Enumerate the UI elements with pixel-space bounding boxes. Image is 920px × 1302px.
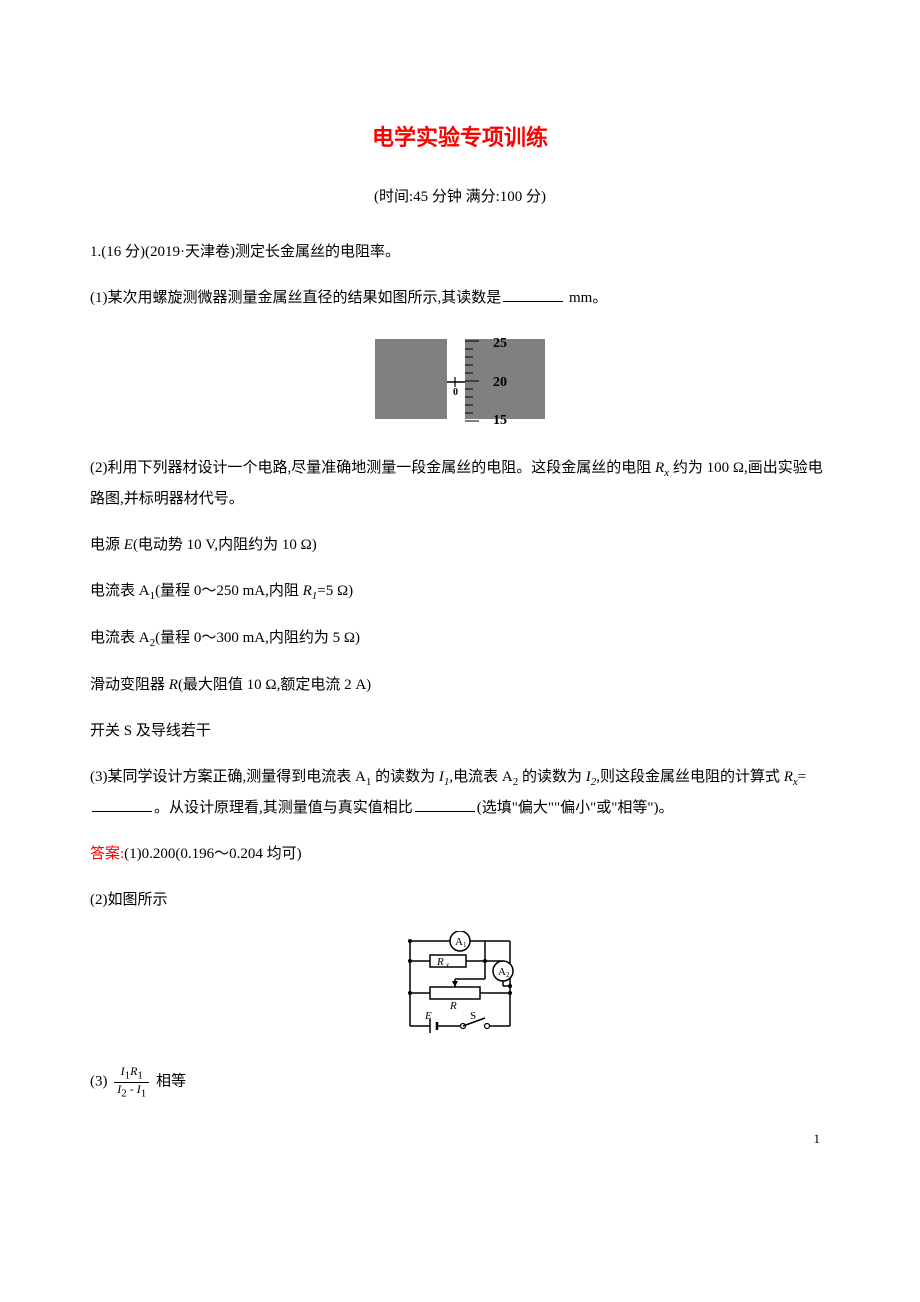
q1-part2: (2)利用下列器材设计一个电路,尽量准确地测量一段金属丝的电阻。这段金属丝的电阻… — [90, 453, 830, 514]
micrometer-body-left — [375, 339, 447, 419]
frac-den-minus: - — [127, 1082, 137, 1096]
answer-2: (2)如图所示 — [90, 885, 830, 915]
r-label: R — [449, 1000, 457, 1012]
a1-sub: 1 — [463, 941, 467, 949]
s-label: S — [470, 1010, 476, 1022]
item-a2-label: 电流表 A — [90, 630, 150, 646]
q1-1-text-b: mm。 — [565, 290, 607, 306]
e-label: E — [424, 1010, 432, 1022]
q1-3-g: (选填"偏大""偏小"或"相等")。 — [477, 800, 674, 816]
item-e-label: 电源 — [90, 537, 124, 553]
answer-label: 答案: — [90, 846, 124, 862]
answer-1-text: (1)0.200(0.196～0.204 均可) — [124, 846, 301, 862]
a2-label: A — [498, 966, 506, 978]
answer-1: 答案:(1)0.200(0.196～0.204 均可) — [90, 839, 830, 869]
blank-reading — [503, 286, 563, 302]
circuit-svg: A 1 R x A 2 — [395, 931, 525, 1041]
item-a2-rest: (量程 0～300 mA,内阻约为 5 Ω) — [155, 630, 360, 646]
a2-sub: 2 — [506, 971, 510, 979]
thimble-label-20: 20 — [493, 375, 507, 390]
blank-compare — [415, 796, 475, 812]
item-a2: 电流表 A2(量程 0～300 mA,内阻约为 5 Ω) — [90, 623, 830, 654]
item-a1: 电流表 A1(量程 0～250 mA,内阻 R1=5 Ω) — [90, 576, 830, 607]
micrometer-figure: 0 25 20 15 — [90, 329, 830, 437]
blank-formula — [92, 796, 152, 812]
q1-3-a: (3)某同学设计方案正确,测量得到电流表 A — [90, 769, 366, 785]
item-r: 滑动变阻器 R(最大阻值 10 Ω,额定电流 2 A) — [90, 670, 830, 700]
a1-label: A — [455, 936, 463, 948]
frac-den-i1s: 1 — [141, 1087, 147, 1099]
item-e-rest: (电动势 10 V,内阻约为 10 Ω) — [133, 537, 317, 553]
q1-2-a: (2)利用下列器材设计一个电路,尽量准确地测量一段金属丝的电阻。这段金属丝的电阻 — [90, 460, 655, 476]
page-title: 电学实验专项训练 — [90, 120, 830, 155]
subtitle: (时间:45 分钟 满分:100 分) — [90, 185, 830, 209]
q1-3-eq: = — [798, 769, 806, 785]
q1-intro: 1.(16 分)(2019·天津卷)测定长金属丝的电阻率。 — [90, 237, 830, 267]
answer-3: (3) I1R1 I2 - I1 相等 — [90, 1065, 830, 1099]
item-r-sym: R — [169, 677, 178, 693]
ans3-b: 相等 — [156, 1074, 186, 1090]
rx-sym: R — [655, 460, 664, 476]
item-a1-label: 电流表 A — [90, 583, 150, 599]
q1-3-rx: R — [784, 769, 793, 785]
thimble-label-15: 15 — [493, 413, 507, 428]
q1-part3: (3)某同学设计方案正确,测量得到电流表 A1 的读数为 I1,电流表 A2 的… — [90, 762, 830, 823]
micrometer-svg: 0 25 20 15 — [375, 329, 545, 429]
item-a1-rest: (量程 0～250 mA,内阻 — [155, 583, 303, 599]
q1-3-d: 的读数为 — [518, 769, 586, 785]
thimble-label-25: 25 — [493, 336, 507, 351]
circuit-figure: A 1 R x A 2 — [90, 931, 830, 1049]
rheostat — [430, 987, 480, 999]
main-tick-label: 0 — [453, 387, 458, 398]
item-r-rest: (最大阻值 10 Ω,额定电流 2 A) — [178, 677, 371, 693]
q1-1-text-a: (1)某次用螺旋测微器测量金属丝直径的结果如图所示,其读数是 — [90, 290, 501, 306]
fraction: I1R1 I2 - I1 — [114, 1065, 149, 1099]
item-e-sym: E — [124, 537, 133, 553]
item-a1-r: R — [303, 583, 312, 599]
item-a1-tail: =5 Ω) — [317, 583, 353, 599]
item-s: 开关 S 及导线若干 — [90, 716, 830, 746]
page-number: 1 — [90, 1129, 830, 1150]
q1-3-f: 。从设计原理看,其测量值与真实值相比 — [154, 800, 413, 816]
frac-den: I2 - I1 — [114, 1083, 149, 1099]
item-r-label: 滑动变阻器 — [90, 677, 169, 693]
ans3-a: (3) — [90, 1074, 108, 1090]
rx-label: R — [436, 956, 444, 968]
q1-3-c: ,电流表 A — [449, 769, 512, 785]
q1-part1: (1)某次用螺旋测微器测量金属丝直径的结果如图所示,其读数是 mm。 — [90, 283, 830, 313]
item-e: 电源 E(电动势 10 V,内阻约为 10 Ω) — [90, 530, 830, 560]
frac-num-rs: 1 — [137, 1070, 143, 1082]
q1-3-b: 的读数为 — [371, 769, 439, 785]
frac-num: I1R1 — [114, 1065, 149, 1082]
q1-3-e: ,则这段金属丝电阻的计算式 — [596, 769, 784, 785]
